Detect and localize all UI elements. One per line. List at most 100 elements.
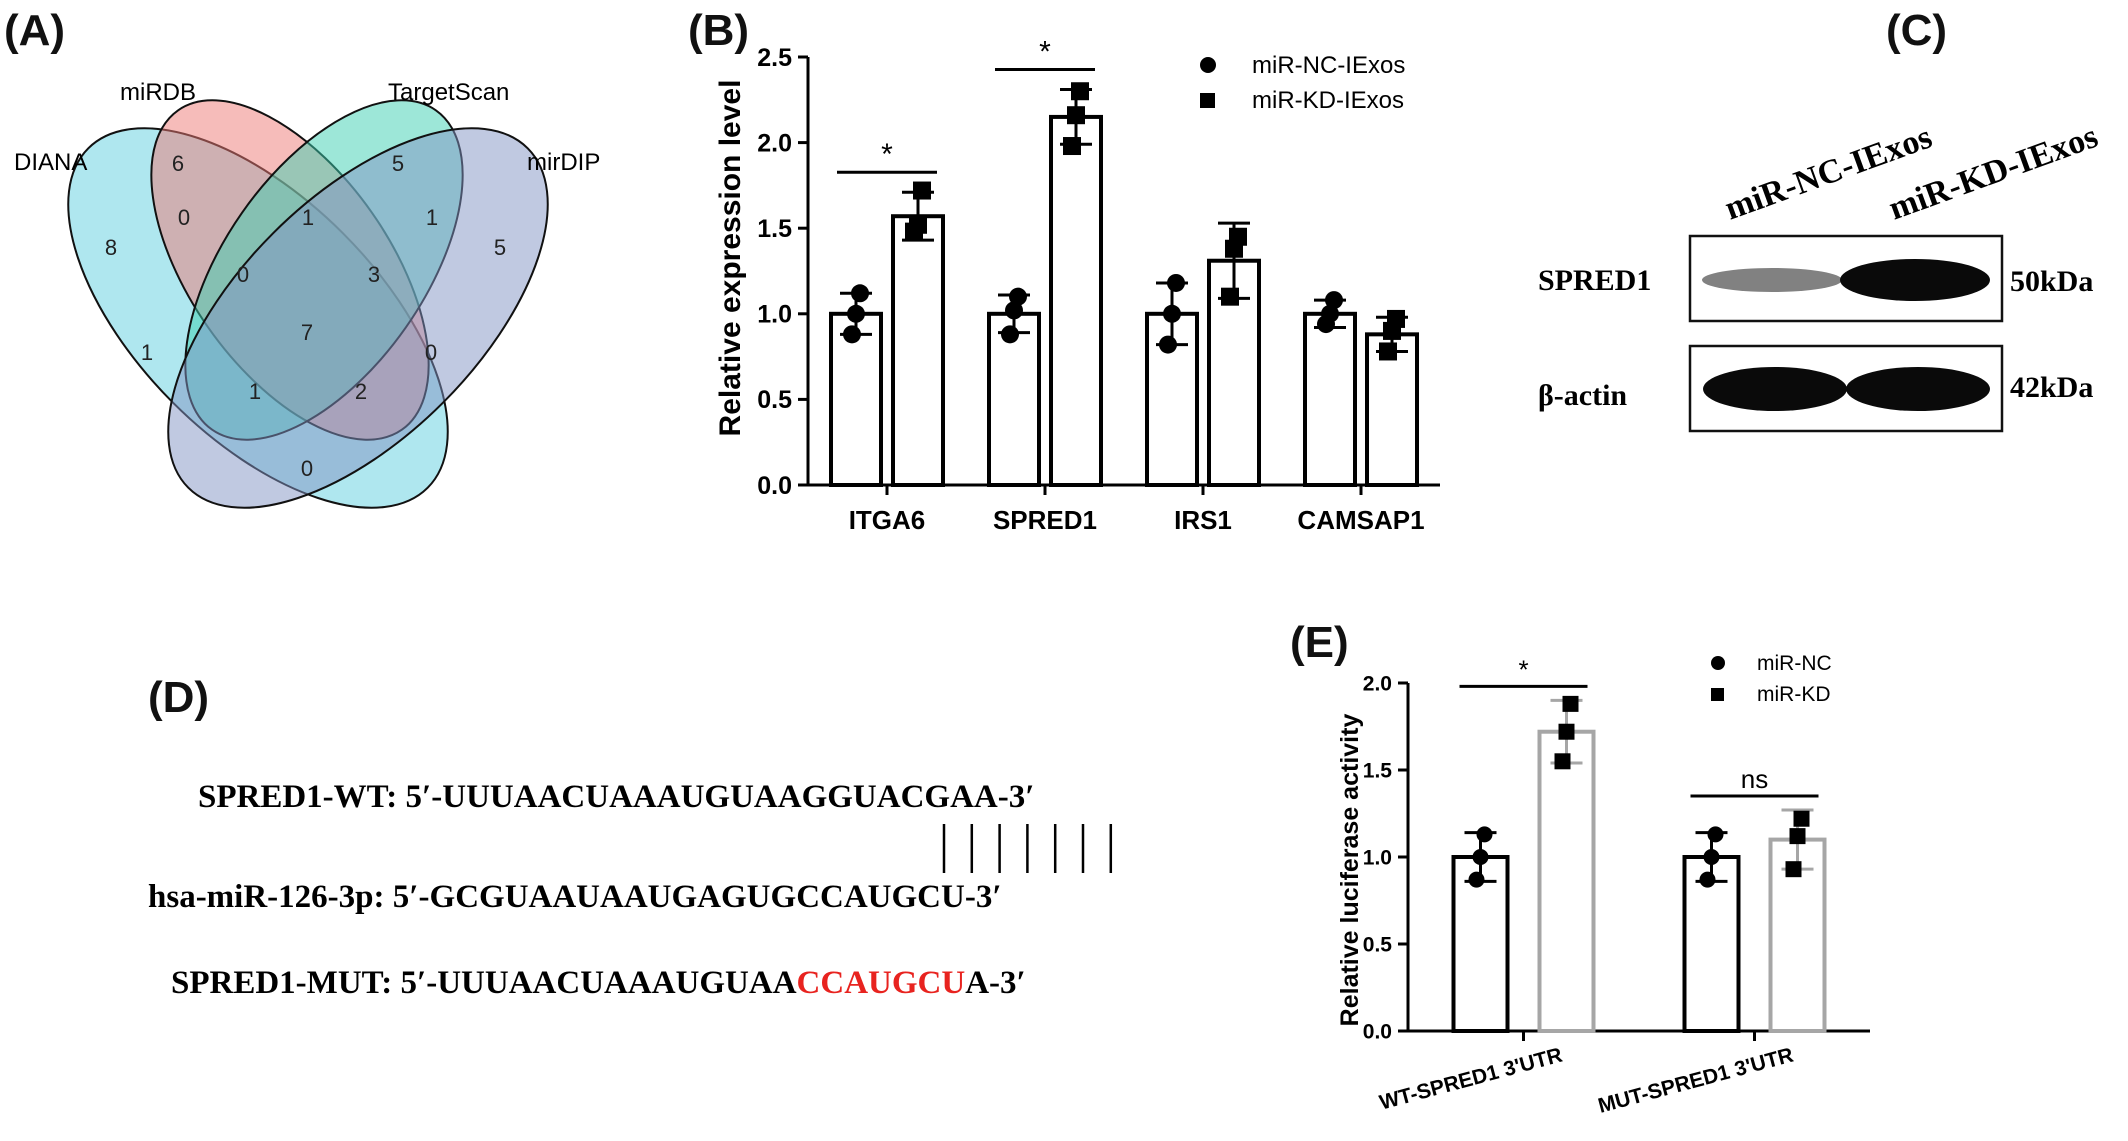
point-mir-kd-iexos bbox=[909, 215, 927, 234]
point-mir-kd-iexos bbox=[1221, 287, 1239, 306]
venn-region-diana-mirdb: 0 bbox=[178, 205, 190, 230]
y-tick-label: 1.0 bbox=[1363, 846, 1392, 869]
point-mir-nc bbox=[1468, 871, 1485, 888]
significance-label: * bbox=[1039, 36, 1051, 69]
legend-label-mir-nc-iexos: miR-NC-IExos bbox=[1252, 52, 1405, 79]
point-mir-nc-iexos bbox=[1167, 273, 1185, 292]
point-mir-kd bbox=[1554, 753, 1571, 770]
legend-marker-mir-kd bbox=[1711, 688, 1724, 701]
point-mir-kd-iexos bbox=[913, 181, 931, 200]
point-mir-kd bbox=[1562, 695, 1579, 712]
seq-mut-line: SPRED1-MUT: 5′-UUUAACUAAAUGUAACCAUGCUA-3… bbox=[171, 965, 1026, 1001]
seq-mir-part-b: CCAUGCU bbox=[796, 879, 965, 915]
y-tick-label: 0.5 bbox=[1363, 933, 1393, 956]
blot-band-spred1-nc bbox=[1702, 268, 1842, 292]
bar-mir-kd-iexos-spred1 bbox=[1049, 114, 1103, 487]
point-mir-nc-iexos bbox=[1005, 301, 1023, 320]
venn-region-mirdb-only: 6 bbox=[172, 151, 184, 176]
chart-e-ylabel: Relative luciferase activity bbox=[1336, 714, 1364, 1027]
seq-wt-part-a: 5′-UUUAACUAAAUGUAA bbox=[405, 779, 801, 815]
blot-band-spred1-kd bbox=[1840, 259, 1990, 301]
point-mir-nc-iexos bbox=[1325, 291, 1343, 310]
venn-region-mirdb-targetscan-mirdip: 3 bbox=[368, 262, 380, 287]
panel-label-a: (A) bbox=[4, 6, 65, 55]
point-mir-nc bbox=[1707, 826, 1724, 843]
venn-set-label-mirdip: mirDIP bbox=[527, 149, 600, 176]
venn-region-targetscan-mirdip: 1 bbox=[426, 205, 438, 230]
seq-mut-part-a: 5′-UUUAACUAAAUGUAA bbox=[400, 965, 796, 1001]
western-blot: miR-NC-IExos miR-KD-IExos SPRED1 50kDa β… bbox=[1538, 118, 2103, 433]
point-mir-kd-iexos bbox=[1379, 342, 1397, 361]
point-mir-nc bbox=[1703, 849, 1720, 865]
x-tick-label-itga6: ITGA6 bbox=[849, 505, 926, 535]
bar-mir-kd-iexos-itga6 bbox=[891, 214, 945, 487]
venn-region-diana-targetscan: 1 bbox=[141, 340, 153, 365]
sequence-alignment: SPRED1-WT: 5′-UUUAACUAAAUGUAAGGUACGAA-3′… bbox=[148, 779, 1113, 1001]
venn-region-diana-mirdip: 0 bbox=[301, 456, 313, 481]
blot-row-label-beta-actin: β-actin bbox=[1538, 379, 1627, 412]
bar-mir-nc-iexos-camsap1 bbox=[1303, 311, 1357, 487]
venn-region-mirdip-only: 5 bbox=[494, 235, 506, 260]
chart-b-legend: miR-NC-IExos miR-KD-IExos bbox=[1200, 52, 1405, 114]
seq-wt-line: SPRED1-WT: 5′-UUUAACUAAAUGUAAGGUACGAA-3′ bbox=[198, 779, 1035, 815]
venn-set-label-targetscan: TargetScan bbox=[388, 79, 509, 106]
y-tick-label: 0.5 bbox=[757, 386, 792, 414]
legend-marker-mir-nc-iexos bbox=[1200, 57, 1216, 73]
venn-region-mirdb-mirdip: 0 bbox=[425, 340, 437, 365]
chart-e-legend: miR-NC miR-KD bbox=[1711, 652, 1832, 706]
chart-b-ylabel: Relative expression level bbox=[714, 80, 747, 437]
point-mir-nc-iexos bbox=[847, 304, 865, 323]
blot-size-spred1: 50kDa bbox=[2010, 265, 2093, 298]
point-mir-nc-iexos bbox=[843, 325, 861, 344]
venn-region-diana-mirdb-targetscan: 0 bbox=[237, 262, 249, 287]
legend-label-mir-nc: miR-NC bbox=[1757, 652, 1832, 675]
chart-e: 0.0 0.5 1.0 1.5 2.0 WT-SPRED1 3'UTR * MUT-SPRED… bbox=[1363, 654, 1870, 1118]
venn-region-mirdb-targetscan: 1 bbox=[302, 205, 314, 230]
point-mir-nc-iexos bbox=[1163, 304, 1181, 323]
blot-band-beta-actin-kd bbox=[1846, 367, 1990, 411]
point-mir-nc-iexos bbox=[851, 284, 869, 303]
y-tick-label: 2.0 bbox=[757, 129, 792, 157]
y-tick-label: 2.0 bbox=[1363, 672, 1392, 695]
point-mir-kd-iexos bbox=[1067, 106, 1085, 125]
point-mir-nc-iexos bbox=[1001, 325, 1019, 344]
point-mir-kd-iexos bbox=[1063, 137, 1081, 156]
significance-label: * bbox=[1518, 654, 1528, 684]
point-mir-nc bbox=[1699, 871, 1716, 888]
point-mir-kd bbox=[1785, 861, 1802, 878]
seq-mut-label: SPRED1-MUT: bbox=[171, 965, 392, 1001]
seq-wt-part-c: A-3′ bbox=[974, 779, 1035, 815]
legend-marker-mir-kd-iexos bbox=[1200, 93, 1215, 108]
seq-mir-line: hsa-miR-126-3p: 5′-GCGUAAUAAUGAGUGCCAUGC… bbox=[148, 879, 1002, 915]
seq-mir-label: hsa-miR-126-3p: bbox=[148, 879, 385, 915]
blot-band-beta-actin-nc bbox=[1703, 367, 1847, 411]
seq-mut-part-c: A-3′ bbox=[965, 965, 1026, 1001]
y-tick-label: 2.5 bbox=[757, 44, 792, 72]
panel-label-b: (B) bbox=[688, 6, 749, 55]
y-tick-label: 1.0 bbox=[757, 301, 792, 329]
point-mir-kd-iexos bbox=[1071, 82, 1089, 101]
venn-set-label-mirdb: miRDB bbox=[120, 79, 196, 106]
x-tick-label-spred1: SPRED1 bbox=[993, 505, 1097, 535]
point-mir-nc bbox=[1476, 826, 1493, 843]
seq-wt-part-b: GGUACGA bbox=[802, 779, 975, 815]
legend-label-mir-kd: miR-KD bbox=[1757, 683, 1831, 706]
y-tick-label: 0.0 bbox=[1363, 1020, 1392, 1043]
point-mir-kd-iexos bbox=[1383, 321, 1401, 340]
significance-label: ns bbox=[1741, 764, 1768, 794]
point-mir-kd bbox=[1793, 810, 1810, 827]
venn-region-diana-only: 8 bbox=[105, 235, 117, 260]
blot-row-label-spred1: SPRED1 bbox=[1538, 264, 1651, 297]
venn-region-targetscan-only: 5 bbox=[392, 151, 404, 176]
seq-mir-part-a: 5′-GCGUAAUAAUGAGUG bbox=[393, 879, 796, 915]
x-tick-label-wt-spred1-3-utr: WT-SPRED1 3'UTR bbox=[1377, 1044, 1565, 1115]
point-mir-kd bbox=[1558, 723, 1575, 740]
panel-label-d: (D) bbox=[148, 673, 209, 722]
venn-set-label-diana: DIANA bbox=[14, 149, 87, 176]
y-tick-label: 1.5 bbox=[757, 215, 792, 243]
seq-wt-label: SPRED1-WT: bbox=[198, 779, 397, 815]
venn-set-mirdip bbox=[167, 127, 549, 509]
legend-label-mir-kd-iexos: miR-KD-IExos bbox=[1252, 87, 1404, 114]
point-mir-nc-iexos bbox=[1321, 304, 1339, 323]
